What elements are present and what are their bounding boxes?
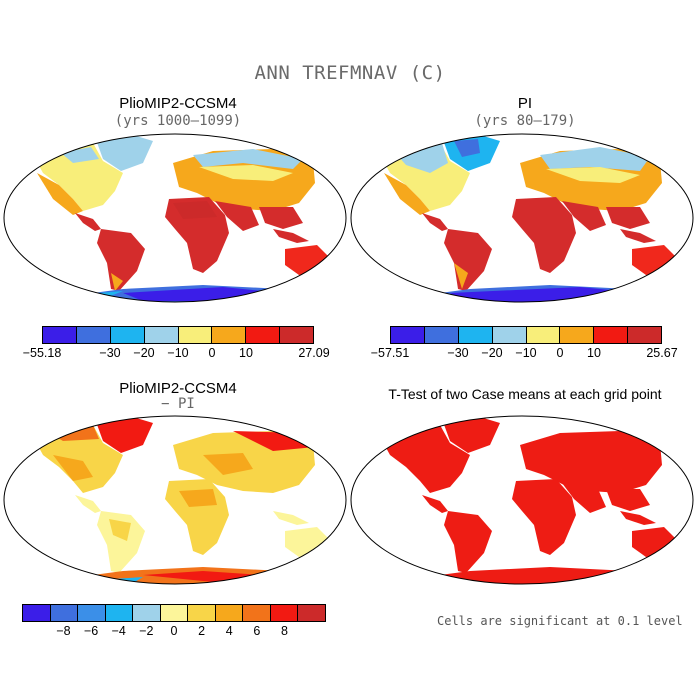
colorbar-tick-label: −4 bbox=[111, 624, 126, 638]
colorbar-swatch bbox=[628, 327, 661, 343]
colorbar-swatch bbox=[212, 327, 247, 343]
colorbar-swatch bbox=[76, 327, 111, 343]
colorbar-tick-label: 0 bbox=[208, 346, 216, 360]
colorbar-tick-label: 2 bbox=[198, 624, 206, 638]
colorbar-top-right bbox=[390, 326, 662, 344]
colorbar-tick-label: 25.67 bbox=[646, 346, 678, 360]
colorbar-swatch bbox=[215, 605, 244, 621]
north-america bbox=[31, 143, 123, 211]
colorbar-swatch bbox=[23, 605, 51, 621]
colorbar-tick-label: −30 bbox=[99, 346, 121, 360]
colorbar-swatch bbox=[594, 327, 629, 343]
map-pi-mean bbox=[350, 133, 694, 303]
colorbar-swatch bbox=[526, 327, 561, 343]
colorbar-tick-label: −55.18 bbox=[22, 346, 62, 360]
colorbar-tick-label: 0 bbox=[556, 346, 564, 360]
panel-title-bottom-left: PlioMIP2-CCSM4 bbox=[119, 380, 237, 397]
colorbar-tick-label: 8 bbox=[281, 624, 289, 638]
colorbar-swatch bbox=[144, 327, 179, 343]
colorbar-swatch bbox=[50, 605, 79, 621]
colorbar-swatch bbox=[492, 327, 527, 343]
colorbar-tick-label: −10 bbox=[515, 346, 537, 360]
colorbar-tick-label: 6 bbox=[253, 624, 261, 638]
colorbar-swatch bbox=[43, 327, 77, 343]
colorbar-swatch bbox=[160, 605, 189, 621]
map-difference bbox=[3, 415, 347, 585]
colorbar-tick-label: 27.09 bbox=[298, 346, 330, 360]
colorbar-tick-label: −30 bbox=[447, 346, 469, 360]
colorbar-swatch bbox=[391, 327, 425, 343]
colorbar-swatch bbox=[458, 327, 493, 343]
map-t-test-significance bbox=[350, 415, 694, 585]
significance-note: Cells are significant at 0.1 level bbox=[437, 614, 683, 628]
panel-subtitle-bottom-left: − PI bbox=[161, 396, 195, 412]
panel-title-top-right: PI bbox=[517, 95, 533, 112]
colorbar-tick-label: −57.51 bbox=[370, 346, 410, 360]
colorbar-swatch bbox=[298, 605, 326, 621]
colorbar-swatch bbox=[424, 327, 459, 343]
panel-title-bottom-right: T-Test of two Case means at each grid po… bbox=[388, 386, 662, 402]
colorbar-tick-label: −20 bbox=[481, 346, 503, 360]
colorbar-tick-label: 4 bbox=[225, 624, 233, 638]
colorbar-swatch bbox=[243, 605, 271, 621]
colorbar-swatch bbox=[188, 605, 216, 621]
colorbar-swatch bbox=[246, 327, 281, 343]
colorbar-tick-label: 0 bbox=[170, 624, 178, 638]
colorbar-tick-label: −20 bbox=[133, 346, 155, 360]
greenland bbox=[95, 135, 153, 171]
colorbar-top-left bbox=[42, 326, 314, 344]
colorbar-tick-label: 10 bbox=[587, 346, 601, 360]
colorbar-tick-label: −8 bbox=[56, 624, 71, 638]
panel-subtitle-top-left: (yrs 1000–1099) bbox=[114, 113, 242, 129]
panel-title-top-left: PlioMIP2-CCSM4 bbox=[119, 95, 237, 112]
colorbar-tick-label: −2 bbox=[139, 624, 154, 638]
south-america bbox=[97, 229, 145, 291]
colorbar-swatch bbox=[280, 327, 313, 343]
colorbar-swatch bbox=[105, 605, 134, 621]
colorbar-tick-label: 10 bbox=[239, 346, 253, 360]
colorbar-tick-label: −10 bbox=[167, 346, 189, 360]
colorbar-tick-label: −6 bbox=[83, 624, 99, 638]
colorbar-bottom-left bbox=[22, 604, 326, 622]
colorbar-swatch bbox=[560, 327, 595, 343]
colorbar-swatch bbox=[110, 327, 145, 343]
figure-title: ANN TREFMNAV (C) bbox=[254, 62, 446, 84]
panel-subtitle-top-right: (yrs 80–179) bbox=[474, 113, 576, 129]
colorbar-swatch bbox=[78, 605, 106, 621]
colorbar-swatch bbox=[133, 605, 161, 621]
map-pliomip2-mean bbox=[3, 133, 347, 303]
colorbar-swatch bbox=[178, 327, 213, 343]
colorbar-swatch bbox=[270, 605, 299, 621]
